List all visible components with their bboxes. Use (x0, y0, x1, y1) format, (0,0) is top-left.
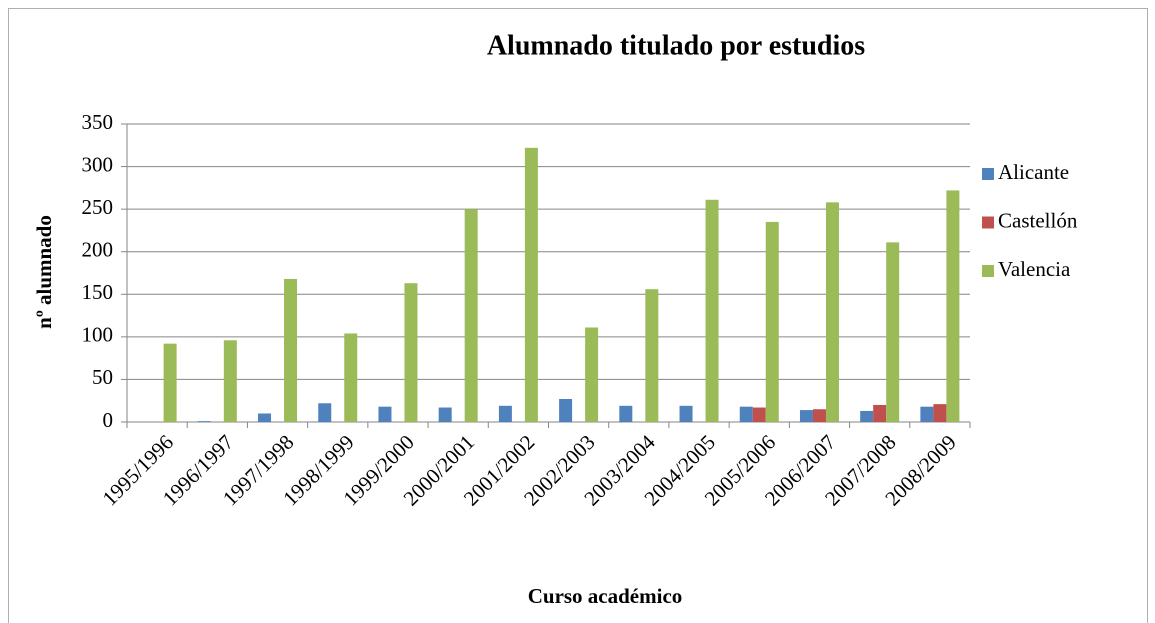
bar (404, 283, 418, 422)
bar (812, 409, 826, 422)
y-tick-label: 0 (103, 408, 114, 432)
bar (645, 289, 659, 422)
chart-title: Alumnado titulado por estudios (487, 30, 865, 61)
bar (378, 406, 392, 422)
bar (163, 343, 177, 422)
bar (765, 221, 779, 422)
bar (933, 404, 947, 422)
bar (679, 405, 693, 422)
legend-swatch (982, 265, 994, 277)
bar (619, 405, 633, 422)
y-tick-label: 300 (82, 152, 114, 176)
legend-label: Valencia (998, 257, 1071, 281)
legend-swatch (982, 216, 994, 229)
bar (223, 340, 237, 422)
bar (860, 410, 874, 422)
chart-frame (8, 8, 1148, 623)
bar (920, 406, 934, 422)
legend-swatch (982, 168, 994, 180)
bar (752, 407, 766, 422)
bar (946, 190, 960, 422)
bar (739, 406, 753, 422)
legend-label: Castellón (998, 208, 1078, 232)
bar (464, 209, 478, 422)
y-tick-label: 50 (92, 365, 113, 389)
bar (318, 403, 332, 422)
bar (705, 199, 719, 422)
bar (498, 405, 512, 422)
bar (873, 404, 887, 422)
y-tick-label: 200 (82, 238, 114, 262)
bar (799, 410, 813, 422)
legend-label: Alicante (998, 160, 1069, 184)
y-tick-label: 250 (82, 195, 114, 219)
y-tick-label: 100 (82, 323, 114, 347)
bar (585, 327, 599, 422)
y-tick-label: 350 (82, 110, 114, 134)
y-axis-label: nº alumnado (32, 215, 56, 329)
bar (438, 407, 452, 422)
x-axis-label: Curso académico (528, 584, 683, 608)
bar (886, 242, 900, 422)
bar (344, 333, 358, 422)
bar (825, 202, 839, 422)
bar (284, 278, 298, 422)
y-tick-label: 150 (82, 280, 114, 304)
bar (258, 413, 272, 422)
bar (559, 399, 573, 422)
bar (524, 147, 538, 422)
bar (197, 421, 211, 422)
